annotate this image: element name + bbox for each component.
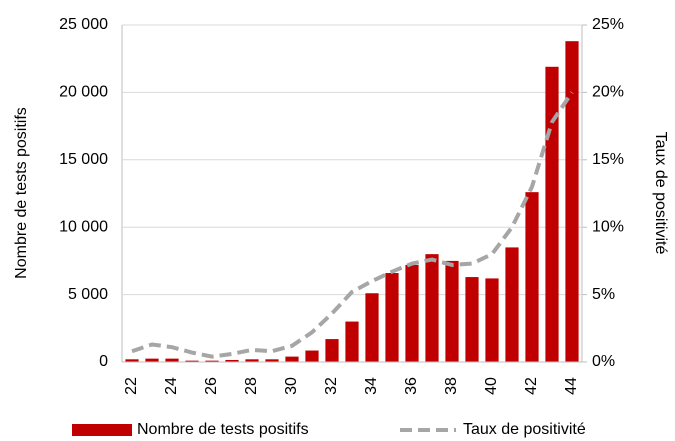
bar (445, 260, 459, 362)
y2-tick-label: 20% (592, 84, 624, 101)
y-tick-label: 5 000 (68, 286, 108, 303)
x-tick-label: 32 (323, 377, 340, 395)
legend-swatch (72, 424, 132, 436)
y2-tick-label: 5% (592, 286, 615, 303)
bar (265, 359, 279, 362)
x-tick-label: 28 (243, 377, 260, 395)
bar (425, 254, 439, 362)
x-tick-label: 26 (203, 377, 220, 395)
y2-tick-label: 15% (592, 151, 624, 168)
bar (385, 273, 399, 362)
x-tick-label: 36 (403, 377, 420, 395)
bar (185, 360, 199, 362)
x-tick-label: 34 (363, 377, 380, 395)
bar (125, 359, 139, 362)
y-tick-label: 25 000 (59, 16, 108, 33)
bar (545, 66, 559, 363)
bar (405, 264, 419, 362)
bar (345, 321, 359, 362)
x-tick-label: 42 (523, 377, 540, 395)
x-tick-label: 30 (283, 377, 300, 395)
x-tick-label: 40 (483, 377, 500, 395)
bar (285, 356, 299, 362)
bar (245, 359, 259, 362)
x-tick-label: 22 (123, 377, 140, 395)
x-tick-label: 38 (443, 377, 460, 395)
bar (485, 278, 499, 362)
y2-tick-label: 0% (592, 353, 615, 370)
x-tick-label: 24 (163, 377, 180, 395)
legend-label: Taux de positivité (463, 421, 586, 438)
bar (145, 358, 159, 362)
bar (325, 339, 339, 362)
legend-label: Nombre de tests positifs (137, 421, 309, 438)
y-tick-label: 10 000 (59, 218, 108, 235)
bar (525, 192, 539, 362)
y2-tick-label: 10% (592, 218, 624, 235)
y2-axis-label: Taux de positivité (652, 132, 669, 255)
y-tick-label: 15 000 (59, 151, 108, 168)
bar (365, 293, 379, 362)
bar (205, 360, 219, 362)
y-axis-label: Nombre de tests positifs (13, 107, 30, 279)
y-tick-label: 20 000 (59, 84, 108, 101)
bar (565, 41, 579, 363)
bar (225, 359, 239, 362)
y-tick-label: 0 (99, 353, 108, 370)
bar (305, 350, 319, 362)
y2-tick-label: 25% (592, 16, 624, 33)
bar (465, 277, 479, 362)
x-tick-label: 44 (563, 377, 580, 395)
line (131, 91, 574, 359)
bar (505, 247, 519, 362)
bar (165, 358, 179, 362)
